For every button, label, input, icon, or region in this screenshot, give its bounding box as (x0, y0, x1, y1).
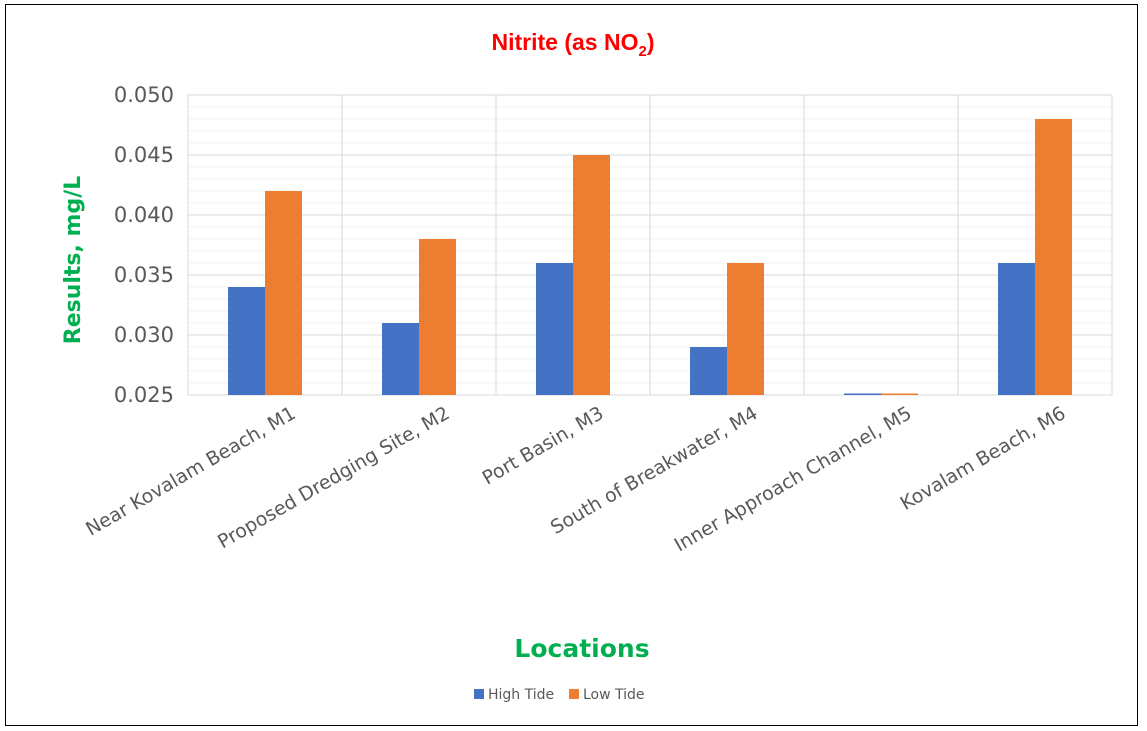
bar-low-tide (1035, 119, 1072, 395)
bars (228, 119, 1072, 395)
legend-label: Low Tide (583, 687, 645, 703)
legend: High Tide Low Tide (474, 687, 645, 703)
bar-high-tide (228, 287, 265, 395)
chart-title: Nitrite (as NO2) (492, 29, 655, 60)
y-tick-labels: 0.025 0.030 0.035 0.040 0.045 0.050 (114, 83, 174, 407)
y-axis-label: Results, mg/L (61, 176, 86, 345)
x-tick-label: Kovalam Beach, M6 (897, 402, 1070, 515)
bar-high-tide (536, 263, 573, 395)
x-axis-label: Locations (514, 634, 649, 663)
gridlines (187, 94, 1113, 396)
y-tick-label: 0.025 (114, 383, 174, 407)
x-tick-label: Port Basin, M3 (479, 402, 608, 489)
bar-low-tide (573, 155, 610, 395)
chart-title-suffix: ) (647, 29, 655, 55)
y-tick-label: 0.045 (114, 143, 174, 167)
legend-label: High Tide (488, 687, 554, 703)
chart-title-main: Nitrite (as NO (492, 29, 639, 55)
bar-low-tide (265, 191, 302, 395)
bar-high-tide (382, 323, 419, 395)
y-tick-label: 0.040 (114, 203, 174, 227)
x-tick-label: Inner Approach Channel, M5 (671, 402, 916, 556)
legend-swatch (569, 689, 579, 699)
bar-low-tide (881, 393, 918, 395)
bar-low-tide (727, 263, 764, 395)
bar-low-tide (419, 239, 456, 395)
legend-swatch (474, 689, 484, 699)
bar-high-tide (998, 263, 1035, 395)
bar-high-tide (844, 393, 881, 395)
y-tick-label: 0.035 (114, 263, 174, 287)
y-tick-label: 0.050 (114, 83, 174, 107)
y-tick-label: 0.030 (114, 323, 174, 347)
bar-high-tide (690, 347, 727, 395)
chart-title-subscript: 2 (638, 43, 646, 60)
